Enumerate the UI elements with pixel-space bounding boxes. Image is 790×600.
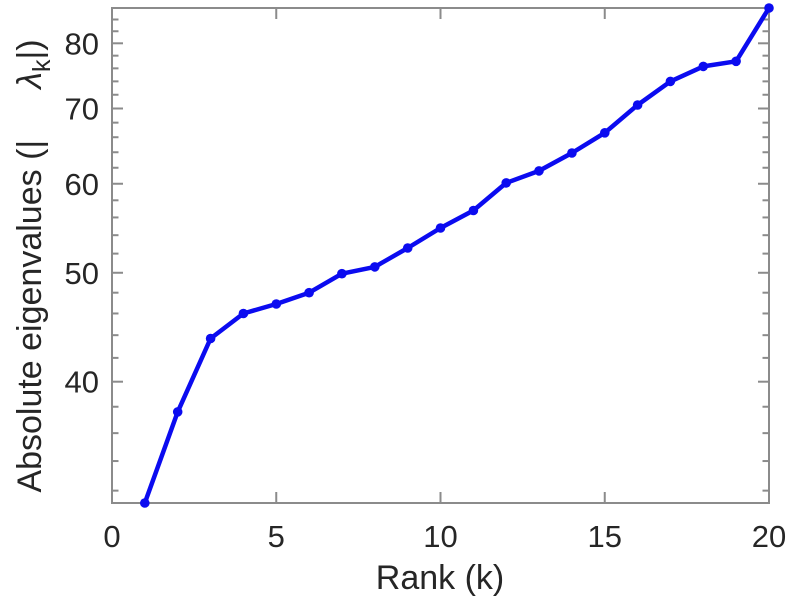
- data-point-marker: [665, 76, 676, 87]
- data-point-marker: [501, 178, 512, 188]
- y-axis-title-suffix: |): [11, 39, 49, 59]
- data-point-marker: [172, 407, 183, 417]
- y-axis-title-prefix: Absolute eigenvalues (|: [11, 140, 49, 493]
- data-point-marker: [304, 287, 314, 298]
- data-point-marker: [468, 205, 479, 216]
- lambda-subscript: k: [28, 59, 56, 72]
- data-point-marker: [238, 308, 249, 319]
- data-point-marker: [600, 128, 610, 138]
- plot-area-border: [111, 7, 770, 504]
- y-tick-label: 60: [65, 167, 99, 202]
- lambda-symbol: λ: [11, 72, 49, 91]
- data-point-marker: [534, 166, 544, 176]
- x-axis-title: Rank (k): [376, 559, 504, 597]
- x-tick-label: 15: [588, 519, 622, 554]
- y-axis-title: Absolute eigenvalues (| λk|): [11, 39, 56, 492]
- data-point-marker: [764, 3, 774, 13]
- y-tick-label: 50: [65, 256, 99, 291]
- data-point-marker: [337, 268, 347, 279]
- data-point-marker: [140, 498, 150, 508]
- data-point-marker: [567, 148, 577, 158]
- x-tick-label: 20: [752, 519, 786, 554]
- data-point-marker: [731, 56, 741, 67]
- y-axis-title-gap: [11, 89, 49, 140]
- data-point-marker: [632, 100, 643, 110]
- data-point-marker: [370, 262, 380, 272]
- data-point-marker: [205, 333, 216, 344]
- x-tick-label: 0: [103, 519, 120, 554]
- x-tick-label: 10: [423, 519, 457, 554]
- data-point-marker: [698, 61, 709, 72]
- y-tick-label: 70: [65, 91, 99, 126]
- data-point-marker: [271, 299, 282, 309]
- x-tick-label: 5: [268, 519, 285, 554]
- eigenvalue-line: [142, 5, 772, 506]
- data-point-marker: [435, 223, 446, 233]
- y-tick-label: 40: [65, 365, 99, 400]
- data-point-marker: [402, 243, 413, 253]
- y-tick-label: 80: [65, 26, 99, 61]
